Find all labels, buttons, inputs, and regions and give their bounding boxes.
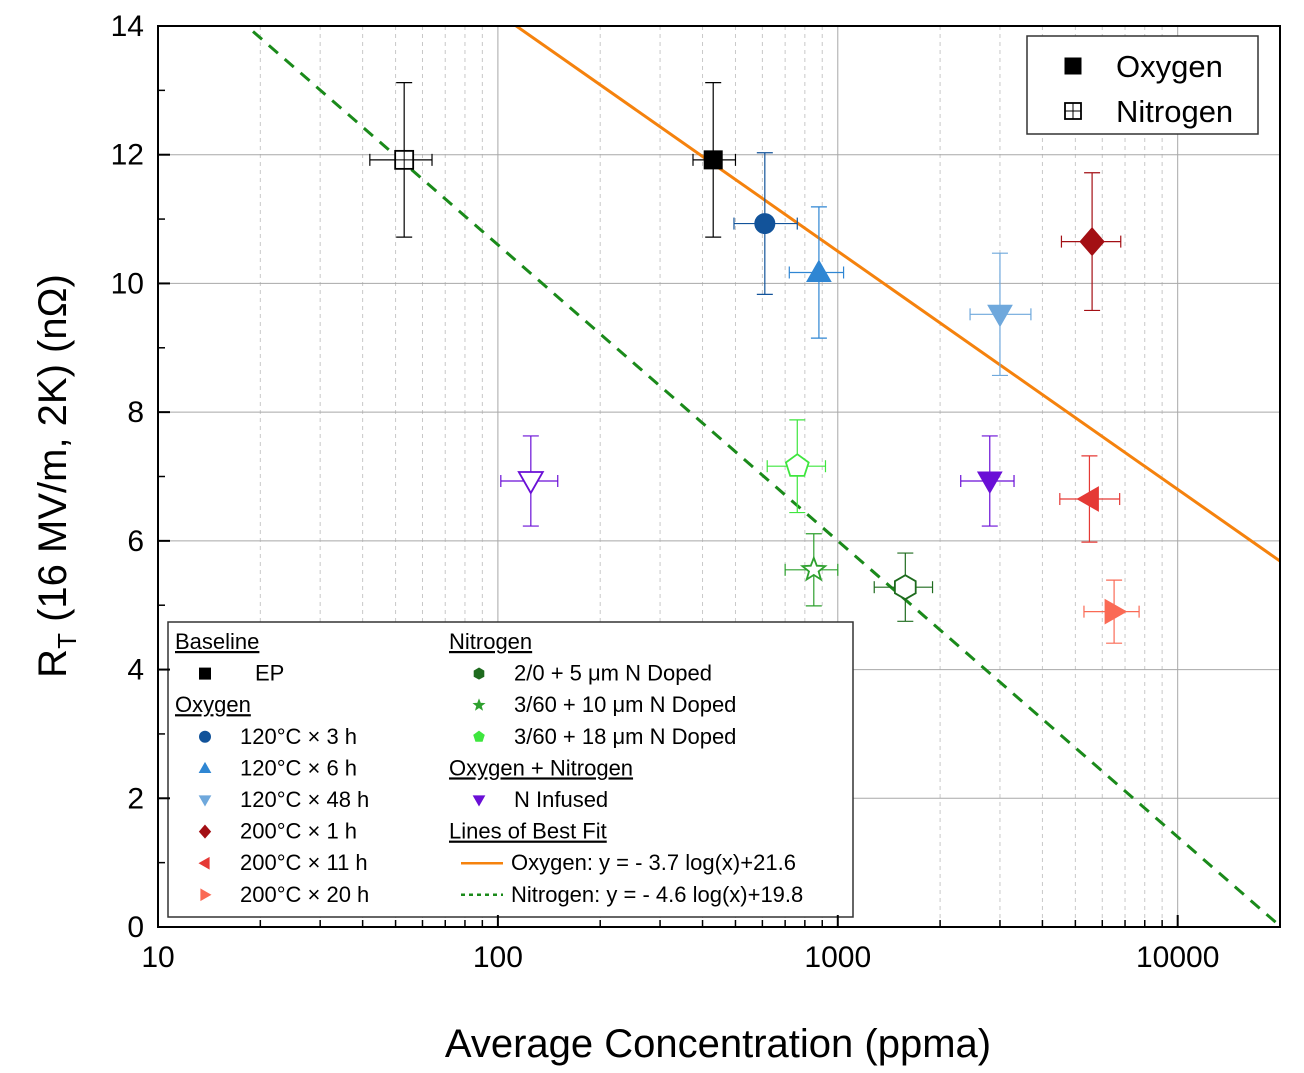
point-N Infused [976,471,1003,495]
point-N Infused [517,471,545,495]
y-tick-label: 14 [111,10,144,43]
legend-label: N Infused [514,787,608,812]
x-tick-label: 10 [141,941,174,974]
legend-label: 2/0 + 5 μm N Doped [514,661,712,686]
legend-marker-2/0 + 5 μm N Doped [473,667,485,680]
legend-label: Oxygen: y = - 3.7 log(x)+21.6 [511,850,796,875]
legend-marker-EP [199,667,211,680]
legend-label: 200°C × 1 h [240,819,357,844]
y-tick-label: 12 [111,139,144,172]
fit-line-nitrogen [244,26,1280,927]
legend-label: Nitrogen: y = - 4.6 log(x)+19.8 [511,882,803,907]
point-3/60 + 10 μm N Doped [799,555,828,582]
y-tick-label: 8 [127,396,144,429]
legend-label: 200°C × 11 h [240,850,368,875]
point-120°C × 3 h [754,213,776,235]
legend-marker-3/60 + 10 μm N Doped [472,698,486,711]
y-tick-label: 4 [127,654,144,687]
legend-heading: Baseline [175,629,259,654]
legend-label: 200°C × 20 h [240,882,369,907]
point-EP [703,150,723,170]
legend-heading: Oxygen + Nitrogen [449,755,633,780]
legend-label: 3/60 + 18 μm N Doped [514,724,736,749]
x-tick-label: 10000 [1136,941,1219,974]
legend-marker-120°C × 48 h [198,795,212,807]
point-3/60 + 18 μm N Doped [784,453,810,477]
x-axis-title: Average Concentration (ppma) [445,1022,991,1066]
legend-label: 120°C × 3 h [240,724,357,749]
x-tick-label: 1000 [804,941,871,974]
legend-marker-200°C × 1 h [198,824,212,839]
y-axis-title: RT (16 MV/m, 2K) (nΩ) [31,274,82,678]
legend-label: 3/60 + 10 μm N Doped [514,692,736,717]
data-points [369,82,1140,644]
x-tick-label: 100 [473,941,523,974]
legend-box [167,621,854,918]
point-120°C × 6 h [806,259,832,282]
legend-marker-120°C × 6 h [198,761,212,773]
point-2/0 + 5 μm N Doped [894,574,917,601]
legend-heading: Oxygen [175,692,251,717]
legend-marker-3/60 + 18 μm N Doped [473,730,485,742]
legend-label: EP [255,661,284,686]
y-tick-label: 6 [127,525,144,558]
fill-legend-marker [1064,57,1082,75]
y-tick-label: 0 [127,911,144,944]
fill-legend-label: Nitrogen [1116,94,1233,129]
legend-heading: Lines of Best Fit [449,819,607,844]
point-200°C × 1 h [1079,227,1105,257]
y-tick-label: 10 [111,267,144,300]
legend-heading: Nitrogen [449,629,532,654]
legend-label: 120°C × 6 h [240,755,357,780]
fill-legend-label: Oxygen [1116,49,1223,84]
legend-marker-200°C × 20 h [200,888,212,902]
legend-marker-N Infused [472,795,486,807]
legend-label: 120°C × 48 h [240,787,369,812]
point-200°C × 20 h [1104,598,1128,625]
point-120°C × 48 h [987,304,1013,328]
fill-type-legend: Oxygen Nitrogen [1026,35,1259,135]
axis-ticks: 10 100 1000 10000 0 2 4 6 8 10 12 14 [111,10,1281,974]
legend-marker-120°C × 3 h [199,730,211,743]
point-200°C × 11 h [1076,486,1099,512]
legend-marker-200°C × 11 h [198,856,210,870]
y-tick-label: 2 [127,782,144,815]
